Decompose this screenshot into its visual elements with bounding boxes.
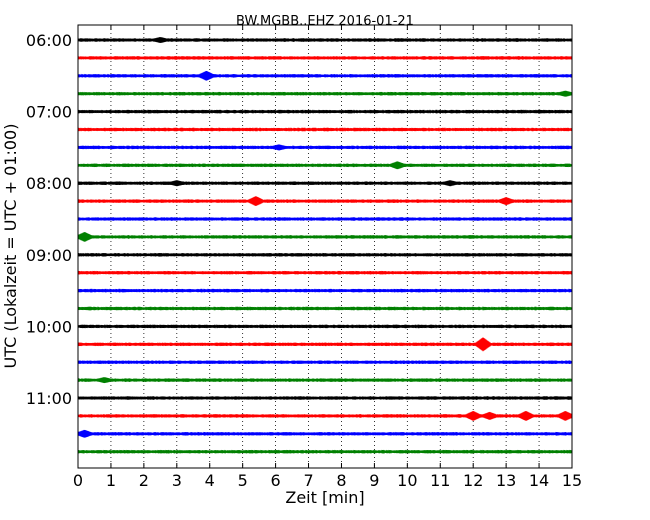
- x-tick-label: 13: [496, 471, 516, 490]
- x-tick-label: 7: [303, 471, 313, 490]
- y-axis: 06:00 07:00 08:00 09:00 10:00 11:00: [26, 31, 572, 408]
- seismogram-trace: [77, 324, 573, 329]
- y-tick-label: 06:00: [26, 31, 72, 50]
- seismogram-trace: [77, 109, 573, 114]
- seismogram-trace: [77, 127, 573, 132]
- seismogram-trace: [77, 217, 573, 221]
- seismogram-trace: [77, 449, 573, 454]
- seismogram-trace: [77, 360, 573, 365]
- y-tick-label: 07:00: [26, 103, 72, 122]
- seismogram-trace: [77, 56, 573, 60]
- x-tick-label: 10: [397, 471, 417, 490]
- plot-frame: [77, 24, 573, 469]
- seismogram-trace: [77, 90, 573, 97]
- x-tick-label: 3: [172, 471, 182, 490]
- x-axis-label: Zeit [min]: [285, 488, 364, 507]
- x-tick-label: 11: [430, 471, 450, 490]
- x-tick-label: 8: [336, 471, 346, 490]
- x-tick-label: 4: [205, 471, 215, 490]
- seismogram-trace: [77, 37, 573, 43]
- grid-lines: [110, 25, 540, 468]
- y-tick-label: 09:00: [26, 246, 72, 265]
- x-tick-label: 6: [271, 471, 281, 490]
- seismogram-trace: [77, 180, 573, 187]
- seismogram-trace: [77, 306, 573, 311]
- x-tick-label: 9: [369, 471, 379, 490]
- x-tick-label: 1: [106, 471, 116, 490]
- x-tick-label: 2: [139, 471, 149, 490]
- y-tick-label: 11:00: [26, 389, 72, 408]
- x-tick-label: 12: [463, 471, 483, 490]
- seismogram-trace: [77, 144, 573, 151]
- seismogram-trace: [77, 410, 573, 421]
- chart-title: BW.MGBB..EHZ 2016-01-21: [236, 14, 414, 29]
- seismogram-trace: [77, 270, 573, 275]
- seismogram-trace: [77, 161, 573, 170]
- y-axis-label: UTC (Lokalzeit = UTC + 01:00): [1, 124, 20, 369]
- seismogram-trace: [77, 232, 573, 242]
- seismogram-trace: [77, 252, 573, 257]
- seismogram-trace: [77, 337, 573, 352]
- y-tick-label: 10:00: [26, 317, 72, 336]
- x-tick-label: 14: [529, 471, 549, 490]
- x-tick-label: 0: [73, 471, 83, 490]
- trace-group: [77, 37, 573, 454]
- y-tick-label: 08:00: [26, 174, 72, 193]
- seismogram-trace: [77, 288, 573, 293]
- x-tick-label: 5: [238, 471, 248, 490]
- x-axis: 0 1 2 3 4 5 6 7 8 9 10 11 12 13 14 15: [73, 25, 582, 490]
- seismogram-trace: [77, 396, 573, 400]
- seismogram-trace: [77, 196, 573, 207]
- seismogram-trace: [77, 377, 573, 384]
- seismogram-trace: [77, 70, 573, 81]
- x-tick-label: 15: [562, 471, 582, 490]
- seismogram-trace: [77, 429, 573, 438]
